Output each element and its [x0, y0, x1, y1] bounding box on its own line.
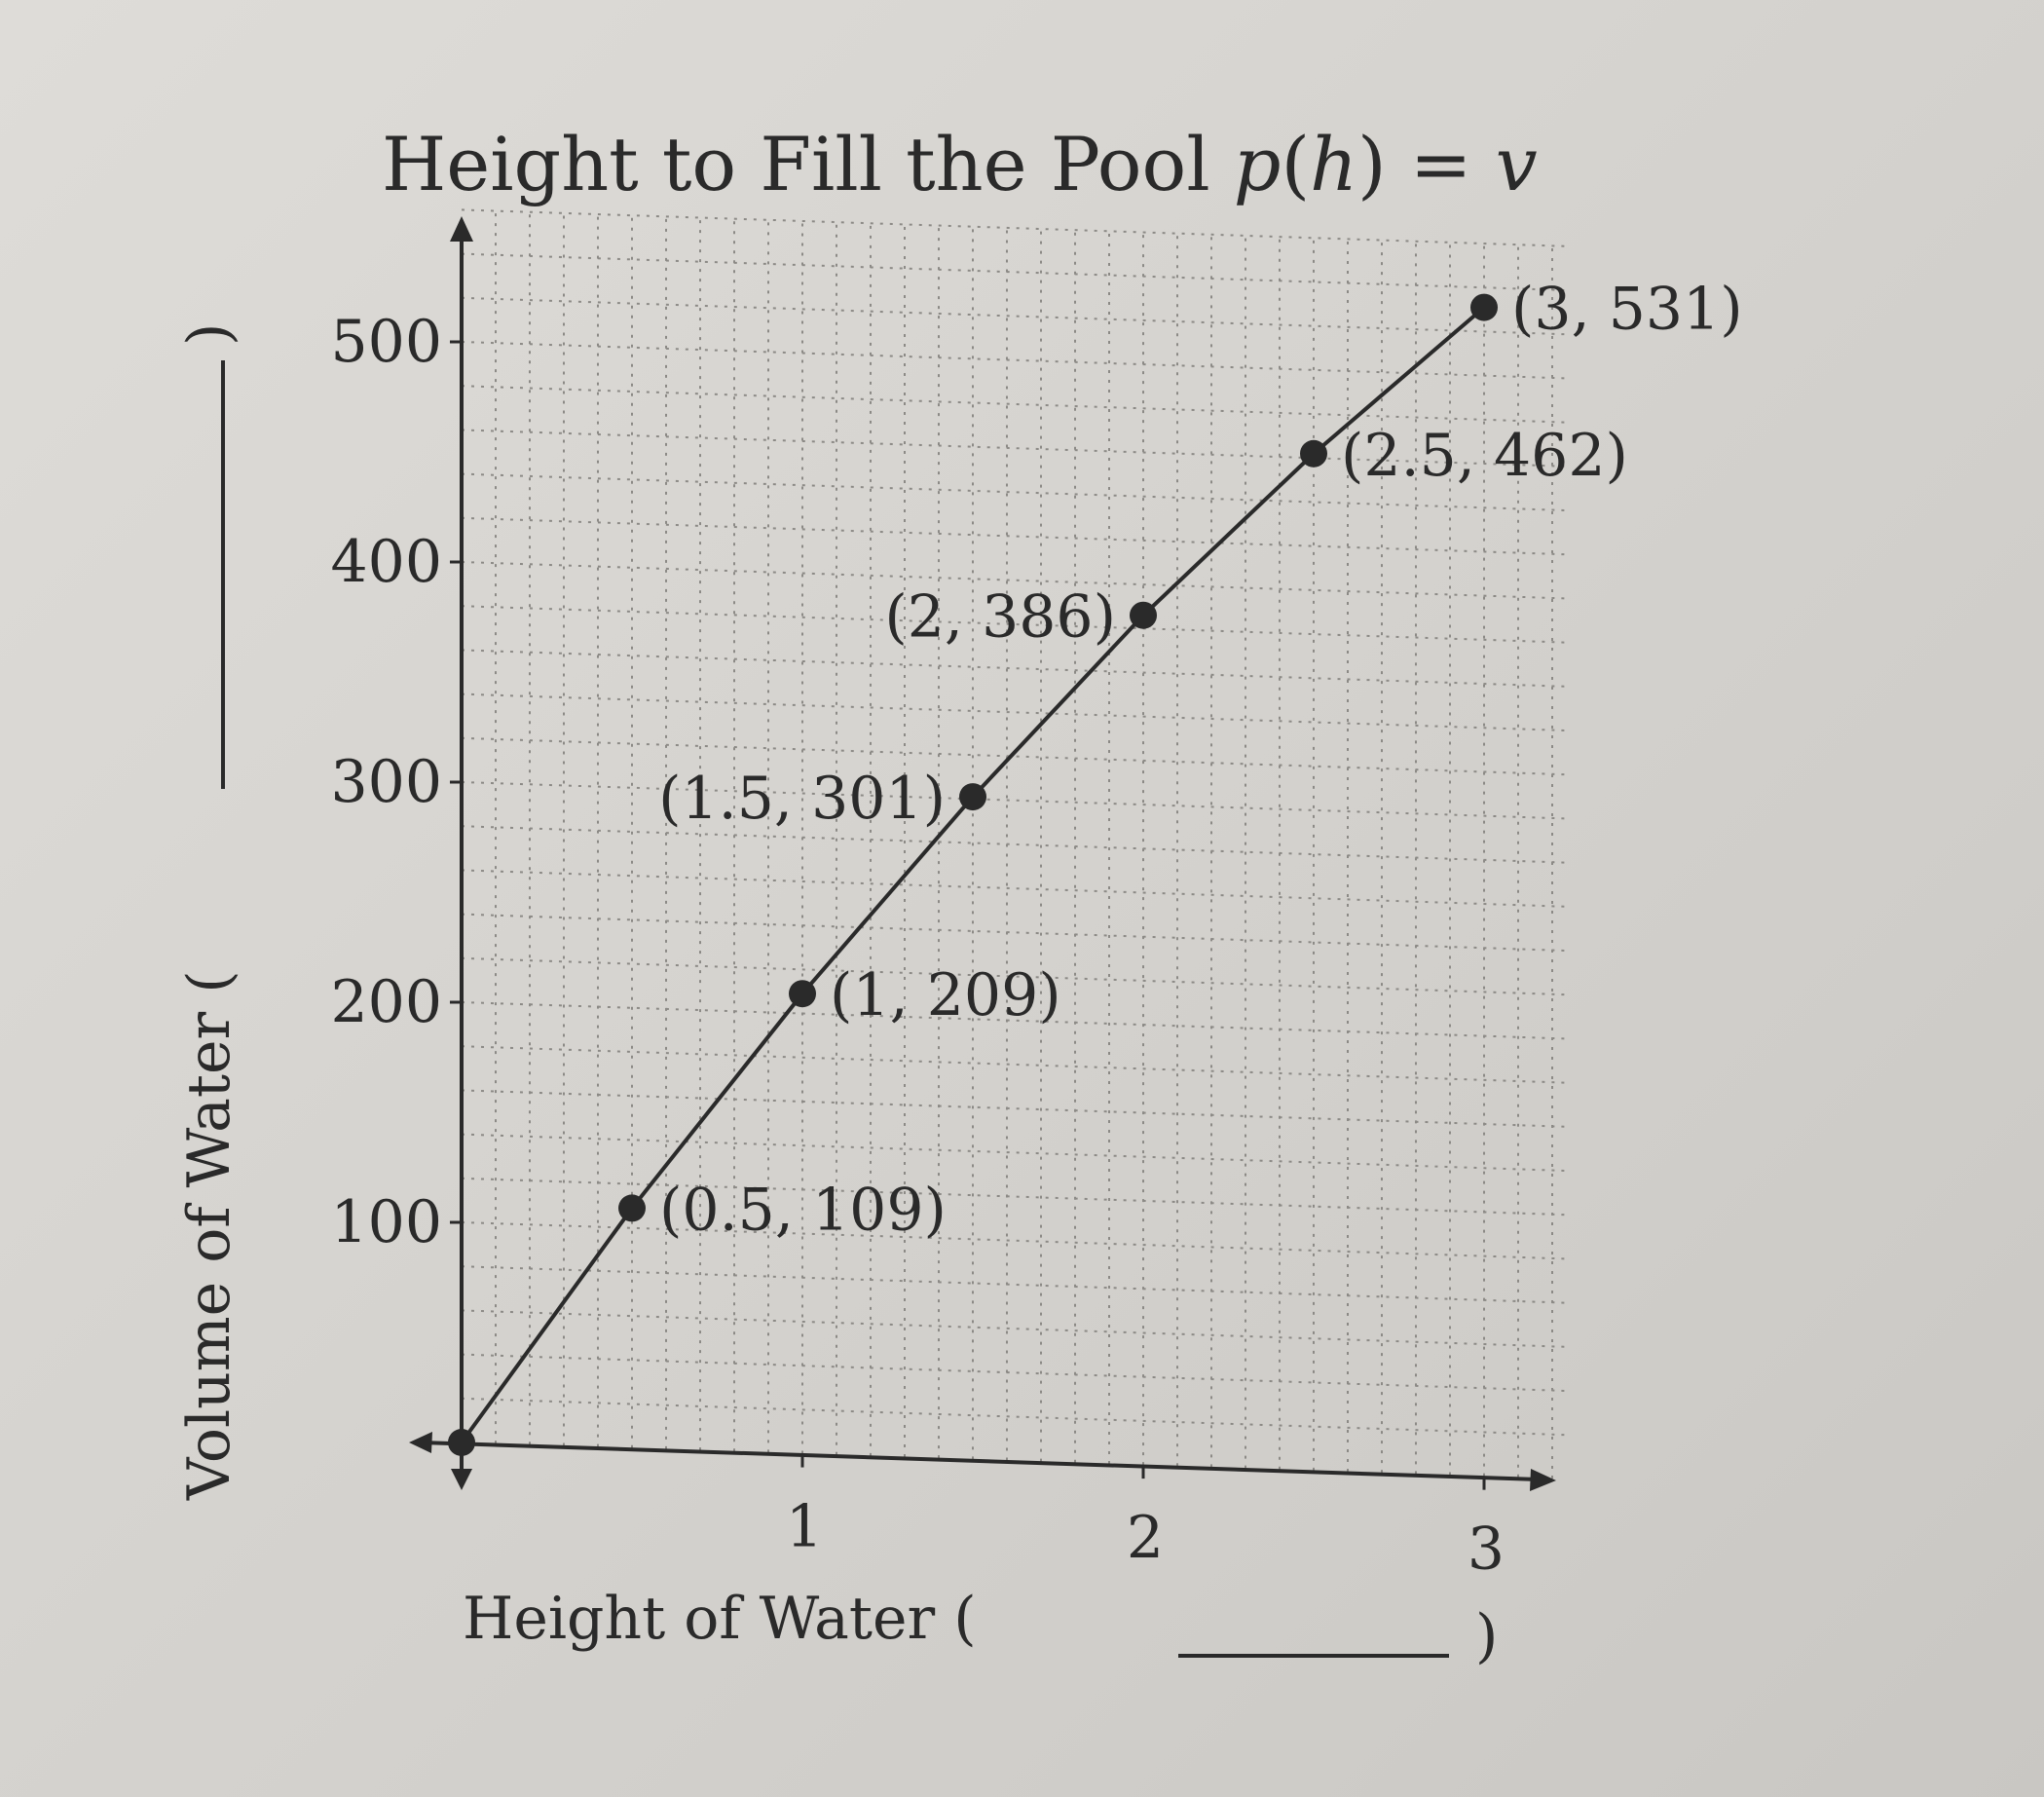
- y-axis-up-arrow: [450, 216, 473, 242]
- data-point: [448, 1429, 475, 1456]
- data-label: (1.5, 301): [658, 765, 946, 833]
- y-tick-label: 100: [330, 1188, 442, 1256]
- grid-line-horizontal: [461, 1221, 1570, 1260]
- grid-line-horizontal: [461, 869, 1570, 908]
- data-point: [618, 1194, 646, 1222]
- grid-line-horizontal: [461, 516, 1570, 556]
- data-labels: (0.5, 109) (1, 209) (1.5, 301) (2, 386) (2.5…: [658, 276, 1743, 1245]
- grid-line-horizontal: [461, 385, 1570, 424]
- data-point: [1470, 293, 1498, 321]
- grid-line-horizontal: [461, 1045, 1570, 1084]
- grid-line-horizontal: [461, 1309, 1570, 1348]
- y-axis-label-group: Volume of Water ( ): [175, 323, 243, 1501]
- chart-title: Height to Fill the Pool p(h) = v: [382, 121, 1538, 207]
- y-axis-down-arrow: [451, 1469, 472, 1490]
- x-tick-label: 2: [1127, 1504, 1164, 1572]
- y-tick-labels: 100 200 300 400 500: [330, 308, 462, 1256]
- y-tick-label: 500: [330, 308, 442, 376]
- x-axis-line: [420, 1441, 1540, 1481]
- data-label: (0.5, 109): [659, 1176, 947, 1244]
- grid-line-horizontal: [461, 825, 1570, 864]
- y-axis-label-close: ): [175, 323, 243, 346]
- x-axis-left-arrow: [409, 1432, 432, 1453]
- grid-line-horizontal: [461, 1265, 1570, 1304]
- x-axis-right-arrow: [1530, 1469, 1556, 1491]
- grid-line-horizontal: [461, 736, 1570, 776]
- data-point: [1300, 439, 1327, 468]
- grid: [461, 208, 1570, 1479]
- x-tick-label: 3: [1468, 1516, 1505, 1584]
- data-point: [789, 980, 816, 1008]
- data-point: [1130, 601, 1157, 629]
- axes: [409, 216, 1556, 1491]
- grid-line-horizontal: [461, 1353, 1570, 1393]
- y-tick-label: 200: [330, 968, 442, 1036]
- y-axis-label: Volume of Water (: [175, 970, 243, 1501]
- grid-line-horizontal: [461, 296, 1570, 336]
- grid-line-horizontal: [461, 913, 1570, 953]
- data-point: [959, 783, 986, 811]
- data-label: (3, 531): [1511, 276, 1743, 344]
- grid-line-horizontal: [461, 1089, 1570, 1128]
- grid-line-horizontal: [461, 693, 1570, 732]
- grid-line-horizontal: [461, 781, 1570, 820]
- grid-line-horizontal: [461, 1397, 1570, 1437]
- grid-line-horizontal: [461, 1133, 1570, 1173]
- x-axis-label-close: ): [1475, 1602, 1498, 1670]
- data-points: [448, 293, 1498, 1456]
- data-label: (1, 209): [830, 961, 1061, 1030]
- data-label: (2.5, 462): [1341, 422, 1628, 490]
- x-tick-label: 1: [786, 1493, 823, 1561]
- data-label: (2, 386): [884, 583, 1116, 652]
- y-tick-label: 400: [330, 528, 442, 596]
- grid-line-horizontal: [461, 649, 1570, 688]
- grid-line-horizontal: [461, 252, 1570, 292]
- x-tick-labels: 1 2 3: [786, 1453, 1505, 1584]
- grid-line-horizontal: [461, 341, 1570, 380]
- y-tick-label: 300: [330, 748, 442, 816]
- grid-line-horizontal: [461, 208, 1570, 247]
- x-axis-label: Height of Water (: [463, 1585, 977, 1653]
